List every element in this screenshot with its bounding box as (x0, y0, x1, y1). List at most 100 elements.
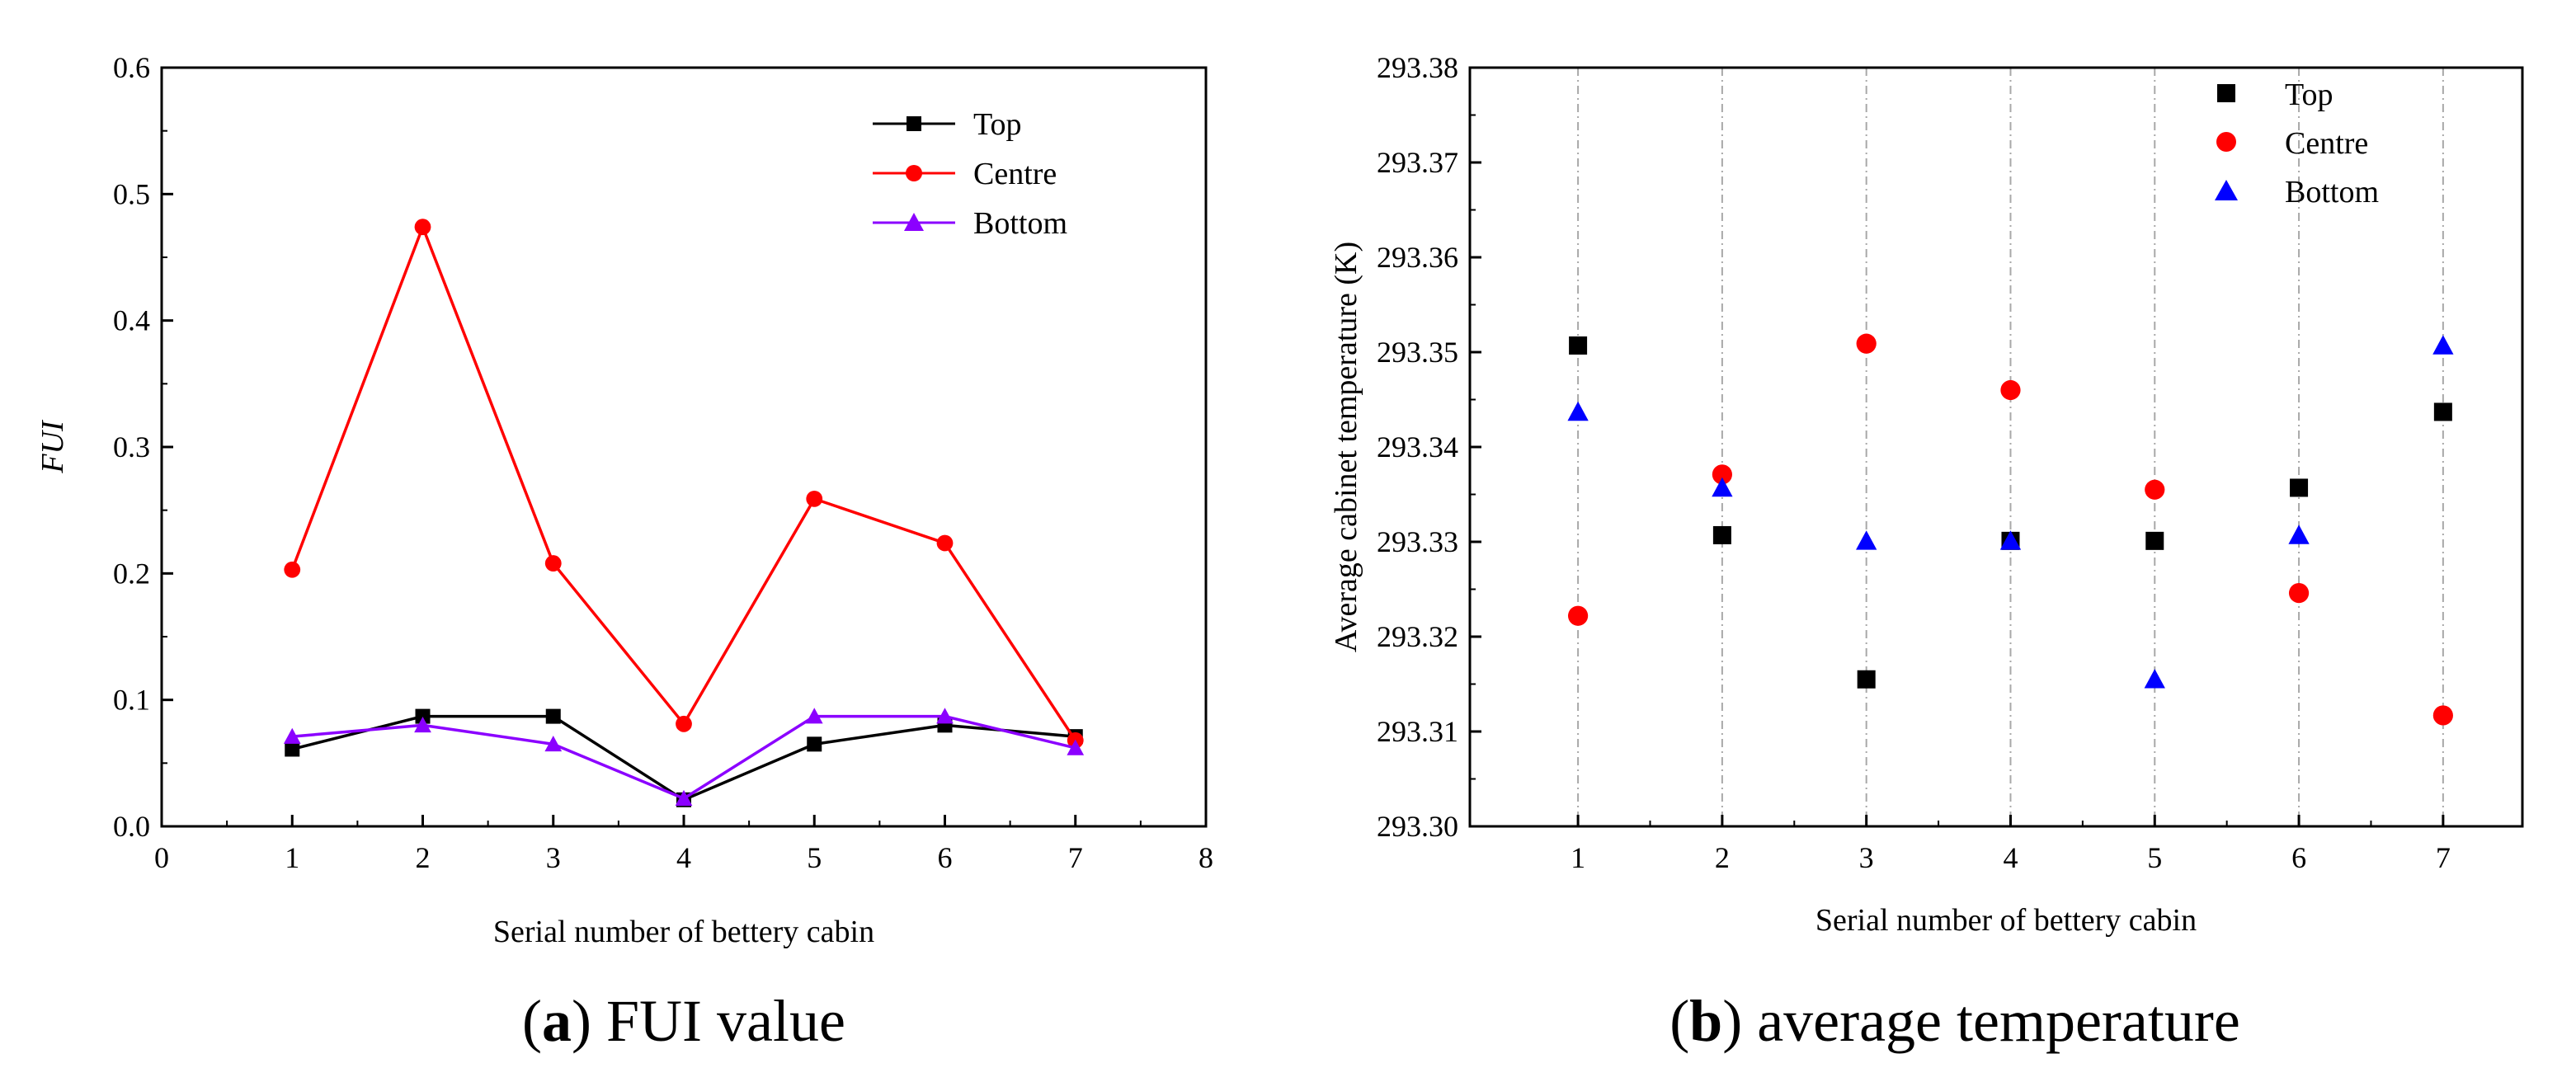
chart-b-legend-label-centre: Centre (2285, 126, 2368, 161)
chart-b-x-tick-label-6: 6 (2291, 841, 2306, 874)
chart-fui-value: 0 1 2 3 4 5 6 7 8 0.0 0.1 0.2 0.3 0.4 0.5 0.6 Serial nu… (35, 51, 1213, 1054)
chart-b-point-centre-7 (2432, 705, 2453, 726)
chart-b-point-centre-4 (2000, 379, 2021, 401)
chart-a-x-tick-label-2: 2 (416, 841, 431, 874)
chart-a-y-tick-label-0.6: 0.6 (113, 51, 150, 84)
chart-b-legend: Top Centre Bottom (2215, 78, 2379, 209)
chart-average-temperature: 1 2 3 4 5 6 7 293.30 293.31 293.32 293.33 293.34 293… (1329, 51, 2524, 1054)
chart-a-line-centre (290, 225, 1077, 741)
chart-a-point-centre-4 (676, 715, 692, 732)
chart-a-x-tick-label-7: 7 (1068, 841, 1083, 874)
chart-b-ticks: 1 2 3 4 5 6 7 293.30 293.31 293.32 293.33 293.34 293… (1377, 51, 2451, 874)
chart-a-y-tick-label-0.0: 0.0 (113, 810, 150, 843)
chart-b-point-top-6 (2290, 478, 2309, 497)
chart-b-series-bottom (1567, 335, 2454, 689)
chart-a-plot-frame (160, 66, 1208, 828)
chart-a-y-tick-label-0.4: 0.4 (113, 304, 150, 337)
chart-a-point-centre-3 (544, 555, 562, 572)
chart-b-point-bottom-1 (1567, 401, 1589, 421)
chart-a-x-tick-label-3: 3 (546, 841, 561, 874)
chart-b-point-top-2 (1712, 525, 1731, 544)
chart-b-point-top-5 (2145, 531, 2164, 550)
chart-a-caption-text: FUI value (606, 988, 845, 1054)
chart-a-series (283, 219, 1085, 807)
chart-b-y-tick-label-293.32: 293.32 (1377, 620, 1458, 653)
chart-a-x-tick-label-6: 6 (938, 841, 953, 874)
chart-a-point-top-2 (415, 708, 431, 724)
chart-a-point-bottom-5 (805, 708, 823, 724)
chart-b-y-tick-label-293.38: 293.38 (1377, 51, 1458, 84)
chart-b-point-bottom-5 (2144, 669, 2165, 689)
chart-b-legend-label-top: Top (2285, 78, 2333, 112)
chart-a-point-centre-5 (806, 490, 823, 507)
chart-b-caption-text: average temperature (1757, 988, 2240, 1054)
chart-b-y-tick-label-293.30: 293.30 (1377, 810, 1458, 843)
chart-b-point-bottom-4 (1999, 530, 2022, 550)
chart-b-x-tick-label-4: 4 (2003, 841, 2018, 874)
chart-b-point-bottom-7 (2432, 335, 2454, 355)
chart-a-y-tick-label-0.2: 0.2 (113, 557, 150, 590)
chart-b-point-top-3 (1857, 670, 1876, 689)
chart-b-y-tick-label-293.36: 293.36 (1377, 241, 1458, 274)
chart-b-x-tick-label-2: 2 (1715, 841, 1730, 874)
chart-b-caption: (b) average temperature (1669, 988, 2240, 1054)
chart-a-point-bottom-2 (414, 716, 431, 733)
chart-b-series (1567, 333, 2454, 726)
chart-a-legend-label-centre: Centre (973, 157, 1057, 191)
chart-b-y-axis-title: Average cabinet temperature (K) (1329, 242, 1363, 652)
chart-b-y-tick-label-293.34: 293.34 (1377, 430, 1458, 463)
chart-b-point-centre-5 (2145, 479, 2165, 500)
chart-b-point-top-7 (2433, 402, 2452, 421)
chart-b-legend-marker-bottom (2215, 180, 2238, 200)
chart-a-y-axis-title: FUI (35, 419, 70, 474)
chart-b-point-top-1 (1569, 336, 1588, 355)
chart-a-caption-letter: a (542, 988, 572, 1054)
chart-a-series-centre (284, 219, 1084, 749)
chart-a-ticks: 0 1 2 3 4 5 6 7 8 0.0 0.1 0.2 0.3 0.4 0.5 0.6 (113, 51, 1213, 874)
chart-a-legend-label-top: Top (973, 107, 1022, 142)
chart-a-legend-label-bottom: Bottom (973, 206, 1067, 241)
chart-a-point-bottom-7 (1067, 739, 1085, 755)
chart-a-x-tick-label-0: 0 (154, 841, 169, 874)
chart-a-x-tick-label-4: 4 (676, 841, 691, 874)
chart-b-legend-label-bottom: Bottom (2285, 175, 2379, 209)
chart-b-x-tick-label-1: 1 (1571, 841, 1585, 874)
chart-a-legend-marker-top (907, 116, 921, 131)
chart-b-x-tick-label-5: 5 (2147, 841, 2162, 874)
chart-a-y-tick-label-0.3: 0.3 (113, 430, 150, 463)
chart-a-y-tick-label-0.5: 0.5 (113, 177, 150, 210)
chart-b-series-centre (1567, 333, 2453, 726)
chart-a-x-axis-title: Serial number of bettery cabin (493, 915, 874, 949)
chart-b-point-bottom-6 (2288, 525, 2310, 544)
chart-b-y-tick-label-293.33: 293.33 (1377, 525, 1458, 558)
chart-b-point-bottom-2 (1712, 477, 1733, 497)
chart-b-y-tick-label-293.35: 293.35 (1377, 336, 1458, 369)
chart-a-point-centre-6 (936, 534, 954, 552)
chart-b-point-centre-3 (1856, 333, 1877, 354)
chart-a-point-bottom-6 (936, 708, 954, 724)
chart-b-legend-marker-centre (2216, 132, 2236, 152)
chart-a-y-tick-label-0.1: 0.1 (113, 684, 150, 717)
chart-a-legend: Top Centre Bottom (873, 107, 1067, 241)
chart-a-point-top-1 (285, 741, 300, 757)
chart-b-x-axis-title: Serial number of bettery cabin (1815, 903, 2197, 938)
chart-b-point-bottom-3 (1856, 530, 1877, 550)
chart-a-point-centre-1 (284, 561, 301, 578)
chart-a-series-bottom (283, 708, 1085, 807)
chart-b-point-centre-6 (2288, 583, 2310, 604)
chart-b-caption-letter: b (1689, 988, 1722, 1054)
chart-b-x-tick-label-7: 7 (2436, 841, 2451, 874)
chart-b-x-tick-label-3: 3 (1859, 841, 1874, 874)
chart-a-caption: (a) FUI value (522, 988, 845, 1054)
chart-a-point-centre-2 (414, 219, 431, 236)
chart-a-legend-marker-centre (906, 165, 922, 181)
chart-b-y-tick-label-293.31: 293.31 (1377, 715, 1458, 748)
chart-b-plot-frame (1468, 66, 2524, 828)
chart-b-point-centre-2 (1712, 464, 1732, 485)
chart-a-point-top-5 (807, 736, 822, 752)
chart-b-y-tick-label-293.37: 293.37 (1377, 146, 1458, 179)
chart-a-point-bottom-3 (544, 735, 563, 752)
chart-a-x-tick-label-1: 1 (285, 841, 299, 874)
chart-a-x-tick-label-5: 5 (807, 841, 822, 874)
